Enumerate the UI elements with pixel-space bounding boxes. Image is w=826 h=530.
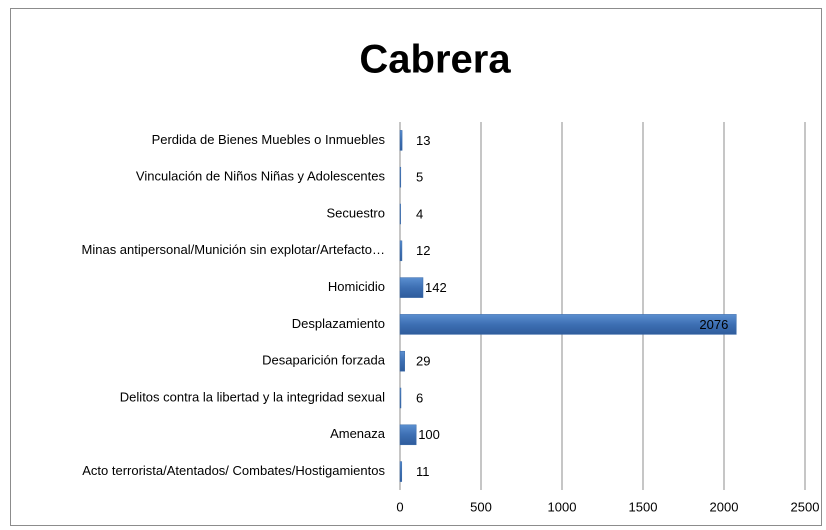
bar — [399, 424, 417, 446]
y-tick-label: Perdida de Bienes Muebles o Inmuebles — [152, 132, 386, 147]
x-tick-label: 0 — [396, 499, 403, 514]
x-tick-label: 1500 — [629, 499, 658, 514]
data-label: 142 — [425, 280, 447, 295]
bar — [399, 461, 403, 482]
chart-border — [10, 8, 822, 526]
x-tick-label: 2000 — [710, 499, 739, 514]
x-tick-label: 500 — [470, 499, 492, 514]
data-label: 6 — [416, 390, 423, 405]
data-label: 2076 — [699, 317, 728, 332]
y-tick-label: Desplazamiento — [292, 316, 385, 331]
bar — [399, 387, 402, 409]
y-tick-label: Homicidio — [328, 279, 385, 294]
x-tick-label: 1000 — [548, 499, 577, 514]
y-tick-label: Secuestro — [326, 205, 385, 220]
bar — [399, 314, 737, 335]
y-tick-label: Vinculación de Niños Niñas y Adolescente… — [136, 169, 386, 184]
bar — [399, 240, 403, 262]
data-label: 29 — [416, 354, 430, 369]
chart-title: Cabrera — [359, 38, 511, 82]
data-label: 11 — [416, 464, 430, 479]
x-tick-label: 2500 — [791, 499, 820, 514]
y-tick-label: Delitos contra la libertad y la integrid… — [120, 389, 385, 404]
bar — [399, 166, 402, 188]
y-tick-label: Minas antipersonal/Munición sin explotar… — [82, 242, 385, 257]
bar — [399, 350, 405, 372]
data-label: 12 — [416, 243, 430, 258]
bar — [399, 203, 401, 225]
y-tick-label: Desaparición forzada — [262, 353, 386, 368]
data-label: 13 — [416, 133, 430, 148]
data-label: 5 — [416, 170, 423, 185]
bar — [399, 277, 424, 298]
y-tick-label: Acto terrorista/Atentados/ Combates/Host… — [82, 463, 385, 478]
data-label: 4 — [416, 206, 423, 221]
bar — [399, 130, 403, 151]
data-label: 100 — [418, 427, 440, 442]
y-tick-label: Amenaza — [330, 426, 386, 441]
